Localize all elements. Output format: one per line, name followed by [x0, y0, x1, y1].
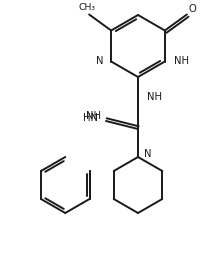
Text: NH: NH [147, 92, 162, 102]
Text: NH: NH [86, 111, 101, 121]
Text: O: O [189, 4, 197, 15]
Text: HN: HN [83, 113, 98, 123]
Text: N: N [96, 56, 103, 67]
Text: N: N [144, 149, 152, 159]
Text: NH: NH [174, 56, 189, 67]
Text: CH₃: CH₃ [79, 3, 96, 12]
